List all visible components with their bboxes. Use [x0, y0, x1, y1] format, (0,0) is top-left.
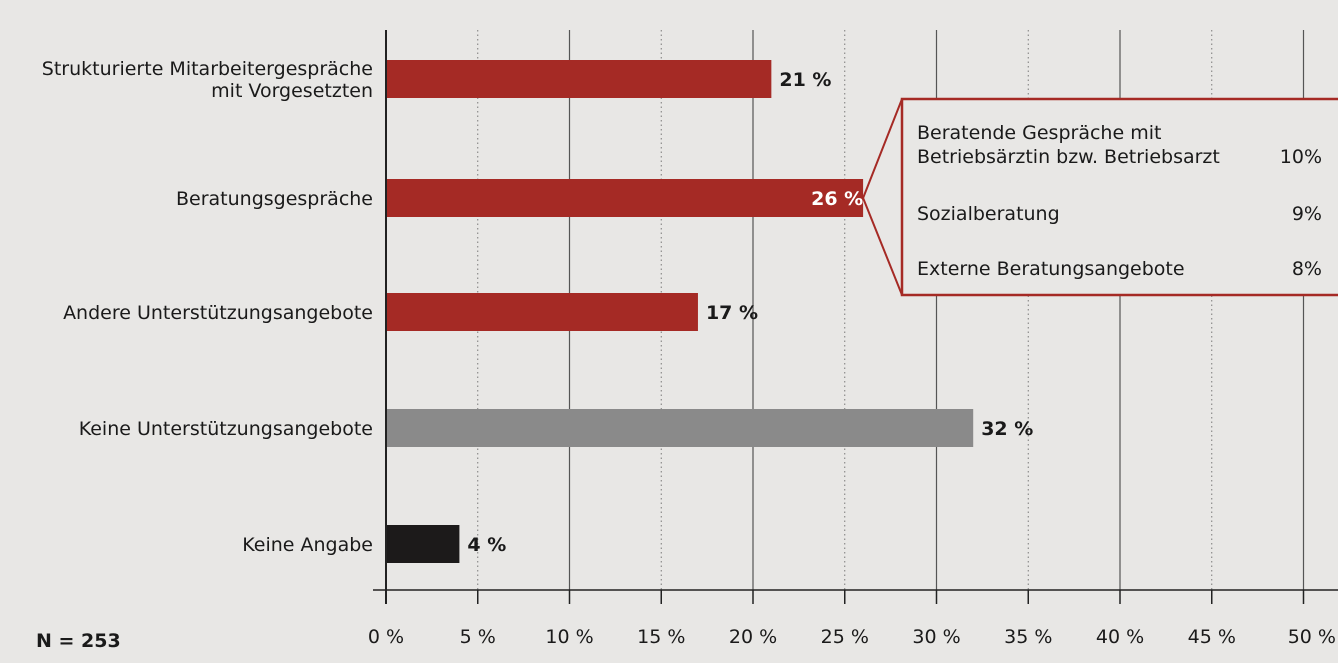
bar-2	[386, 293, 698, 331]
x-tick-label-40: 40 %	[1096, 626, 1144, 648]
x-tick-label-25: 25 %	[821, 626, 869, 648]
value-label-3: 32 %	[981, 418, 1033, 440]
bar-1	[386, 179, 864, 217]
callout-frame	[900, 97, 1338, 297]
value-labels: 21 % 26 % 17 % 32 % 4 %	[467, 69, 1033, 556]
x-axis: 0 % 5 % 10 % 15 % 20 % 25 % 30 % 35 % 40 % 45 % 50…	[368, 30, 1338, 648]
category-labels: Strukturierte Mitarbeitergespräche mit Vo…	[42, 58, 373, 556]
value-label-1: 26 %	[811, 188, 863, 210]
bar-4	[386, 525, 460, 563]
category-label-2: Andere Unterstützungsangebote	[63, 302, 373, 324]
value-label-4: 4 %	[467, 534, 506, 556]
callout-item-value-1: 9%	[1292, 203, 1322, 225]
x-tick-label-0: 0 %	[368, 626, 404, 648]
x-tick-label-5: 5 %	[460, 626, 496, 648]
callout-box: Beratende Gespräche mit Betriebsärztin bz…	[862, 97, 1338, 297]
callout-item-label-1: Sozialberatung	[917, 203, 1060, 225]
bar-3	[386, 409, 974, 447]
category-label-0: Strukturierte Mitarbeitergespräche mit Vo…	[42, 58, 373, 102]
callout-item-value-0: 10%	[1280, 146, 1322, 168]
x-tick-label-45: 45 %	[1188, 626, 1236, 648]
category-label-1: Beratungsgespräche	[176, 188, 373, 210]
callout-item-value-2: 8%	[1292, 258, 1322, 280]
x-tick-label-15: 15 %	[637, 626, 685, 648]
x-tick-label-35: 35 %	[1004, 626, 1052, 648]
callout-connector	[862, 98, 903, 296]
sample-size-note: N = 253	[36, 630, 121, 652]
x-tick-label-30: 30 %	[912, 626, 960, 648]
category-label-4: Keine Angabe	[242, 534, 373, 556]
value-label-0: 21 %	[779, 69, 831, 91]
value-label-2: 17 %	[706, 302, 758, 324]
bars	[386, 60, 974, 563]
callout-item-label-2: Externe Beratungsangebote	[917, 258, 1185, 280]
x-tick-label-50: 50 %	[1288, 626, 1336, 648]
bar-0	[386, 60, 772, 98]
x-tick-label-20: 20 %	[729, 626, 777, 648]
category-label-3: Keine Unterstützungsangebote	[79, 418, 373, 440]
callout-item-label-0: Beratende Gespräche mit Betriebsärztin bz…	[917, 122, 1220, 168]
x-tick-label-10: 10 %	[545, 626, 593, 648]
